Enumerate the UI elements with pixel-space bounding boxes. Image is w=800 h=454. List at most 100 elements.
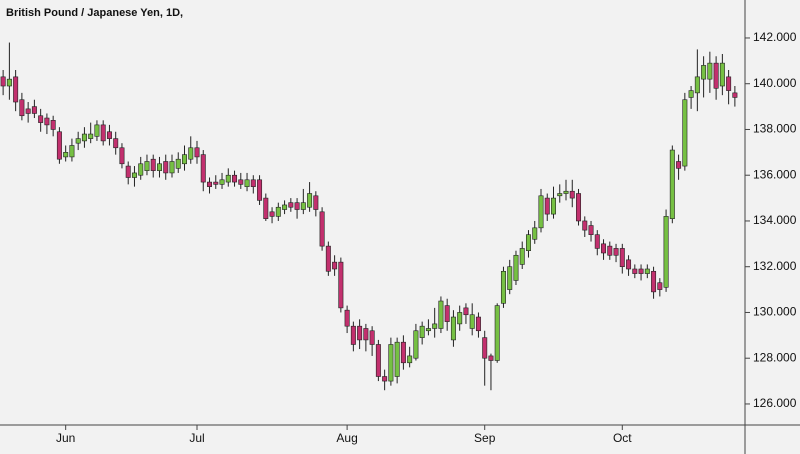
candle-body	[244, 179, 250, 187]
candle-body	[94, 124, 100, 137]
candle-body	[719, 62, 725, 87]
candle-body	[644, 268, 650, 274]
candle-body	[713, 62, 719, 89]
candle-body	[394, 341, 400, 377]
candle-body	[357, 325, 363, 341]
candle-body	[626, 259, 632, 270]
candle-body	[113, 138, 119, 149]
candle-body	[419, 325, 425, 338]
candle-body	[75, 138, 81, 144]
candle-body	[669, 149, 675, 219]
candle-body	[25, 108, 31, 114]
candle-body	[38, 115, 44, 123]
candle-body	[313, 195, 319, 210]
candle-body	[457, 312, 463, 325]
candle-body	[363, 328, 369, 341]
candle-body	[375, 344, 381, 377]
candle-body	[175, 158, 181, 169]
candle-body	[275, 206, 281, 217]
candle-body	[425, 328, 431, 332]
candle-body	[569, 190, 575, 199]
candle-body	[482, 337, 488, 359]
candle-body	[450, 316, 456, 341]
candle-body	[69, 145, 75, 158]
candle-body	[88, 133, 94, 139]
candle-body	[100, 124, 106, 142]
candle-body	[563, 190, 569, 194]
candle-body	[701, 65, 707, 80]
y-tick-label: 134.000	[753, 213, 797, 227]
x-tick-label: Jul	[189, 431, 204, 445]
candle-body	[13, 76, 19, 103]
candle-body	[613, 248, 619, 256]
candle-body	[182, 154, 187, 165]
candle-body	[338, 261, 344, 309]
candle-body	[500, 270, 506, 304]
candle-body	[350, 325, 356, 345]
candle-body	[188, 147, 194, 160]
candle-body	[169, 161, 175, 174]
candle-body	[438, 300, 444, 329]
candle-body	[732, 92, 738, 98]
candle-body	[344, 309, 350, 327]
candle-body	[432, 323, 438, 329]
candle-body	[31, 106, 37, 114]
candle-body	[607, 245, 613, 256]
candle-body	[444, 305, 450, 322]
candle-body	[382, 376, 388, 382]
candle-body	[163, 161, 169, 174]
candle-body	[50, 120, 56, 130]
candle-body	[632, 268, 638, 274]
candle-body	[6, 78, 12, 87]
candle-body	[144, 161, 150, 171]
candle-body	[263, 197, 269, 219]
candle-body	[0, 76, 6, 87]
candle-body	[81, 133, 87, 142]
candle-body	[319, 211, 325, 247]
candle-body	[106, 131, 112, 139]
candle-body	[63, 152, 69, 158]
candle-body	[663, 216, 669, 288]
candle-body	[407, 355, 413, 364]
candle-body	[56, 131, 62, 160]
candle-body	[594, 234, 600, 249]
candle-body	[369, 330, 375, 345]
candle-body	[513, 254, 519, 281]
y-tick-label: 126.000	[753, 396, 797, 410]
candle-body	[494, 305, 500, 361]
y-tick-label: 142.000	[753, 30, 797, 44]
candle-body	[657, 282, 663, 290]
candle-body	[619, 248, 625, 268]
candle-body	[207, 181, 213, 187]
candle-body	[19, 99, 25, 117]
candle-body	[325, 245, 331, 272]
candle-body	[282, 204, 288, 210]
candle-body	[638, 268, 644, 274]
candle-body	[525, 234, 531, 251]
candle-body	[651, 270, 657, 293]
x-tick-label: Sep	[474, 431, 496, 445]
candle-body	[582, 220, 588, 231]
candle-body	[676, 161, 682, 169]
candle-body	[519, 248, 525, 265]
candle-body	[601, 243, 607, 254]
chart-title: British Pound / Japanese Yen, 1D,	[6, 7, 183, 19]
candle-body	[238, 179, 244, 185]
candle-body	[250, 179, 256, 187]
x-tick-label: Oct	[613, 431, 632, 445]
candle-body	[213, 181, 219, 185]
candle-body	[726, 76, 732, 91]
candle-body	[544, 197, 550, 215]
candle-body	[469, 314, 475, 329]
candle-body	[294, 202, 300, 210]
candle-body	[219, 179, 225, 185]
candle-body	[156, 163, 162, 171]
y-tick-label: 140.000	[753, 76, 797, 90]
y-tick-label: 136.000	[753, 167, 797, 181]
candle-body	[400, 341, 406, 364]
candle-body	[257, 179, 263, 201]
candle-body	[388, 344, 394, 382]
candle-body	[463, 307, 469, 316]
